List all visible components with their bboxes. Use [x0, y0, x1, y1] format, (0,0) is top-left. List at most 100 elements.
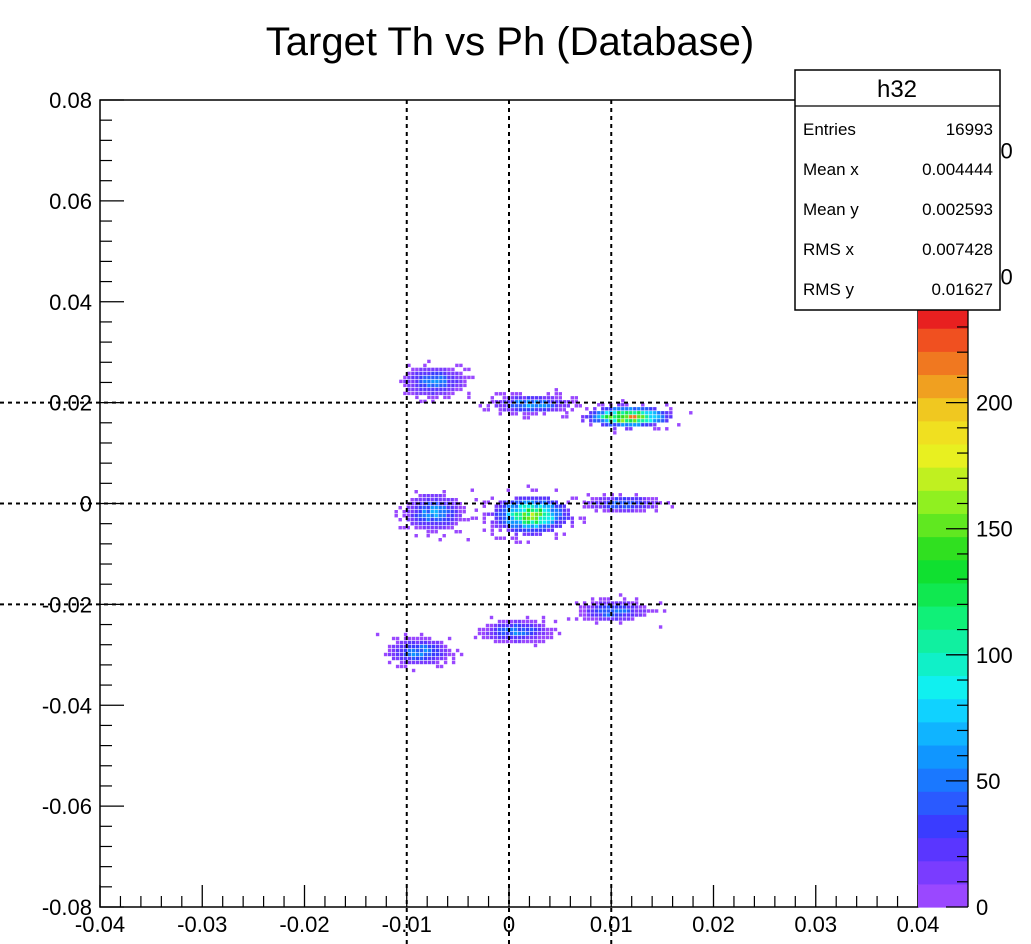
color-scale-band	[918, 768, 968, 792]
heat-cell	[498, 528, 502, 532]
heat-cell	[489, 623, 494, 628]
heat-cell	[629, 427, 633, 431]
heat-cell	[415, 387, 419, 392]
heat-cell	[518, 500, 522, 504]
heat-cell	[403, 632, 408, 637]
heat-cell	[637, 423, 641, 427]
stats-row-value: 0.01627	[932, 280, 993, 299]
heat-cell	[435, 652, 440, 657]
heat-cell	[630, 609, 635, 613]
heat-cell	[518, 404, 522, 408]
heat-cell	[533, 619, 538, 624]
heat-cell	[522, 508, 526, 512]
heat-cell	[553, 619, 558, 624]
heat-cell	[610, 613, 615, 617]
heat-cell	[415, 640, 420, 645]
heat-cell	[617, 407, 621, 411]
heat-cell	[402, 514, 406, 518]
heat-cell	[506, 400, 510, 404]
heat-cell	[450, 498, 454, 502]
heat-cell	[586, 493, 590, 497]
heat-cell	[454, 518, 458, 522]
heat-cell	[438, 498, 442, 502]
heat-cell	[502, 404, 506, 408]
heat-cell	[434, 526, 438, 530]
heat-cell	[513, 627, 518, 632]
heat-cell	[490, 532, 494, 536]
heat-cell	[558, 512, 562, 516]
heat-cell	[422, 498, 426, 502]
heat-cell	[602, 509, 606, 513]
heat-cell	[435, 387, 439, 392]
heat-cell	[462, 518, 466, 522]
heat-cell	[606, 601, 611, 605]
heat-cell	[578, 613, 583, 617]
heat-cell	[485, 623, 490, 628]
heat-cell	[415, 648, 420, 653]
heat-cell	[542, 528, 546, 532]
heat-cell	[677, 423, 681, 427]
heat-cell	[522, 496, 526, 500]
heat-cell	[431, 379, 435, 384]
heat-cell	[490, 496, 494, 500]
heat-cell	[554, 532, 558, 536]
heat-cell	[447, 652, 452, 657]
heat-cell	[431, 375, 435, 380]
heat-cell	[510, 404, 514, 408]
heat-cell	[657, 419, 661, 423]
heat-cell	[554, 500, 558, 504]
heat-cell	[419, 379, 423, 384]
heat-cell	[665, 403, 669, 407]
heat-cell	[510, 508, 514, 512]
heat-cell	[427, 359, 431, 364]
heat-cell	[502, 508, 506, 512]
heat-cell	[638, 505, 642, 509]
heat-cell	[581, 419, 585, 423]
heat-cell	[501, 639, 506, 644]
heat-cell	[427, 656, 432, 661]
color-scale-band	[918, 351, 968, 376]
heat-cell	[450, 510, 454, 514]
heat-cell	[423, 367, 427, 372]
heat-cell	[590, 497, 594, 501]
heat-cell	[534, 496, 538, 500]
heat-cell	[418, 526, 422, 530]
heat-cell	[550, 408, 554, 412]
heat-cell	[407, 391, 411, 396]
heat-cell	[411, 379, 415, 384]
heat-cell	[510, 392, 514, 396]
heat-cell	[467, 367, 471, 372]
heat-cell	[522, 520, 526, 524]
heat-cell	[597, 415, 601, 419]
heat-cell	[455, 363, 459, 368]
heat-cell	[403, 636, 408, 641]
stats-row-label: Mean y	[803, 200, 859, 219]
heat-cell	[442, 522, 446, 526]
heat-cell	[650, 609, 655, 613]
heat-cell	[526, 408, 530, 412]
heat-cell	[502, 524, 506, 528]
heat-cell	[510, 408, 514, 412]
heat-cell	[497, 631, 502, 636]
heat-cell	[538, 532, 542, 536]
heat-cell	[626, 613, 631, 617]
heat-cell	[590, 609, 595, 613]
heat-cell	[581, 415, 585, 419]
heat-cell	[403, 391, 407, 396]
heat-cell	[618, 509, 622, 513]
heat-cell	[493, 627, 498, 632]
heat-cell	[534, 488, 538, 492]
heat-cell	[594, 509, 598, 513]
heat-cell	[525, 639, 530, 644]
color-scale-band	[918, 721, 968, 746]
heat-cell	[526, 520, 530, 524]
cluster-5	[470, 484, 586, 544]
heat-cell	[467, 395, 471, 400]
heat-cell	[562, 532, 566, 536]
heat-cell	[654, 505, 658, 509]
heat-cell	[522, 416, 526, 420]
heat-cell	[542, 512, 546, 516]
heat-cell	[618, 613, 623, 617]
heat-cell	[554, 488, 558, 492]
x-tick-label: 0.01	[590, 912, 633, 937]
